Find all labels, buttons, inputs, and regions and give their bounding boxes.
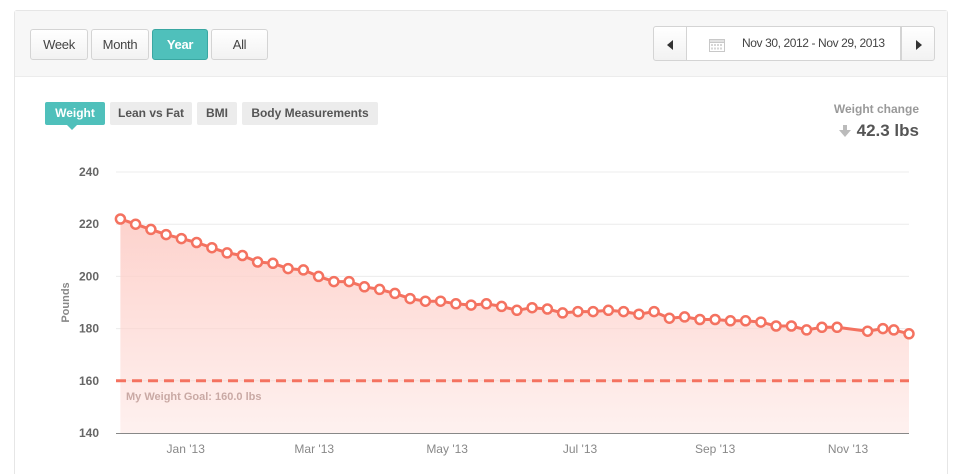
x-tick-label: Nov '13 — [828, 442, 869, 456]
weight-change-value: 42.3 lbs — [856, 121, 919, 140]
data-point — [221, 247, 233, 259]
data-point — [389, 287, 401, 300]
calendar-icon — [709, 39, 725, 52]
weight-line — [119, 217, 910, 336]
tab-label: Weight — [55, 106, 95, 120]
data-point — [877, 322, 889, 335]
date-range-picker[interactable]: Nov 30, 2012 - Nov 29, 2013 — [686, 26, 901, 61]
caret-left-icon — [667, 40, 673, 50]
data-point — [739, 315, 752, 327]
data-point — [648, 305, 660, 318]
data-point — [755, 316, 767, 328]
data-point — [282, 262, 294, 275]
tab-lean-vs-fat[interactable]: Lean vs Fat — [110, 102, 192, 125]
tab-body-measurements[interactable]: Body Measurements — [242, 102, 378, 125]
data-point — [450, 298, 462, 310]
arrow-down-icon — [838, 125, 851, 137]
data-point — [903, 328, 915, 340]
data-point — [816, 321, 828, 334]
y-tick-label: 220 — [79, 217, 99, 231]
date-toolbar: Week Month Year All Nov 30, 2012 - Nov 29, … — [15, 11, 947, 77]
data-point — [236, 249, 249, 262]
data-point — [373, 283, 386, 296]
data-point — [129, 218, 142, 230]
y-tick-label: 180 — [79, 322, 99, 336]
tab-bmi[interactable]: BMI — [197, 102, 237, 125]
data-point — [556, 307, 569, 319]
data-point — [343, 275, 355, 288]
x-tick-label: Mar '13 — [294, 442, 334, 456]
data-point — [617, 305, 630, 318]
y-axis-title: Pounds — [60, 282, 72, 322]
data-point — [526, 301, 538, 314]
goal-label: My Weight Goal: 160.0 lbs — [126, 391, 262, 403]
data-point — [678, 311, 691, 323]
data-point — [770, 320, 782, 332]
data-point — [602, 304, 615, 317]
data-point — [495, 300, 508, 313]
data-point — [587, 305, 599, 318]
data-point — [434, 295, 447, 307]
weight-panel: Week Month Year All Nov 30, 2012 - Nov 29, … — [14, 10, 948, 474]
x-tick-label: Jan '13 — [167, 442, 206, 456]
data-point — [861, 325, 874, 337]
x-tick-label: Sep '13 — [695, 442, 736, 456]
next-period-button[interactable] — [901, 26, 935, 61]
tab-weight[interactable]: Weight — [45, 102, 105, 130]
data-point — [511, 304, 523, 317]
range-button-week[interactable]: Week — [30, 29, 88, 60]
data-point — [160, 228, 172, 241]
date-range-text: Nov 30, 2012 - Nov 29, 2013 — [742, 36, 885, 50]
data-point — [480, 298, 493, 310]
active-tab-pointer — [67, 125, 77, 130]
data-point — [800, 324, 813, 336]
data-point — [190, 236, 203, 249]
range-button-all[interactable]: All — [211, 29, 268, 60]
y-tick-label: 140 — [79, 426, 99, 440]
data-point — [328, 275, 340, 288]
data-point — [572, 305, 584, 318]
tab-label: Lean vs Fat — [117, 106, 185, 120]
data-point — [114, 213, 127, 225]
data-point — [541, 303, 554, 315]
y-tick-label: 160 — [79, 374, 99, 388]
tab-label: BMI — [206, 106, 228, 120]
data-point — [267, 257, 279, 270]
data-point — [145, 223, 157, 236]
y-tick-label: 200 — [79, 269, 99, 283]
data-point — [175, 232, 188, 245]
data-point — [297, 264, 310, 276]
weight-change: 42.3 lbs — [838, 121, 919, 143]
tab-label: Body Measurements — [251, 106, 369, 120]
x-tick-label: Jul '13 — [563, 442, 598, 456]
x-tick-label: May '13 — [426, 442, 468, 456]
data-point — [709, 313, 721, 326]
y-tick-label: 240 — [79, 165, 99, 179]
weight-change-label: Weight change — [833, 102, 919, 116]
data-point — [831, 321, 843, 334]
data-point — [419, 295, 432, 307]
caret-right-icon — [916, 40, 922, 50]
weight-chart: 140 160 180 200 220 240 Pounds My Weight Goal: … — [60, 165, 915, 456]
range-button-year[interactable]: Year — [152, 29, 208, 60]
data-point — [206, 241, 218, 254]
data-point — [663, 312, 676, 324]
data-point — [694, 313, 706, 326]
data-point — [358, 281, 371, 293]
data-point — [785, 320, 798, 332]
data-point — [251, 256, 264, 268]
previous-period-button[interactable] — [653, 26, 687, 61]
data-point — [724, 315, 737, 327]
data-point — [633, 308, 645, 320]
data-point — [312, 270, 325, 283]
data-point — [888, 324, 900, 336]
range-button-month[interactable]: Month — [91, 29, 149, 60]
data-point — [465, 299, 477, 311]
data-point — [404, 292, 416, 305]
